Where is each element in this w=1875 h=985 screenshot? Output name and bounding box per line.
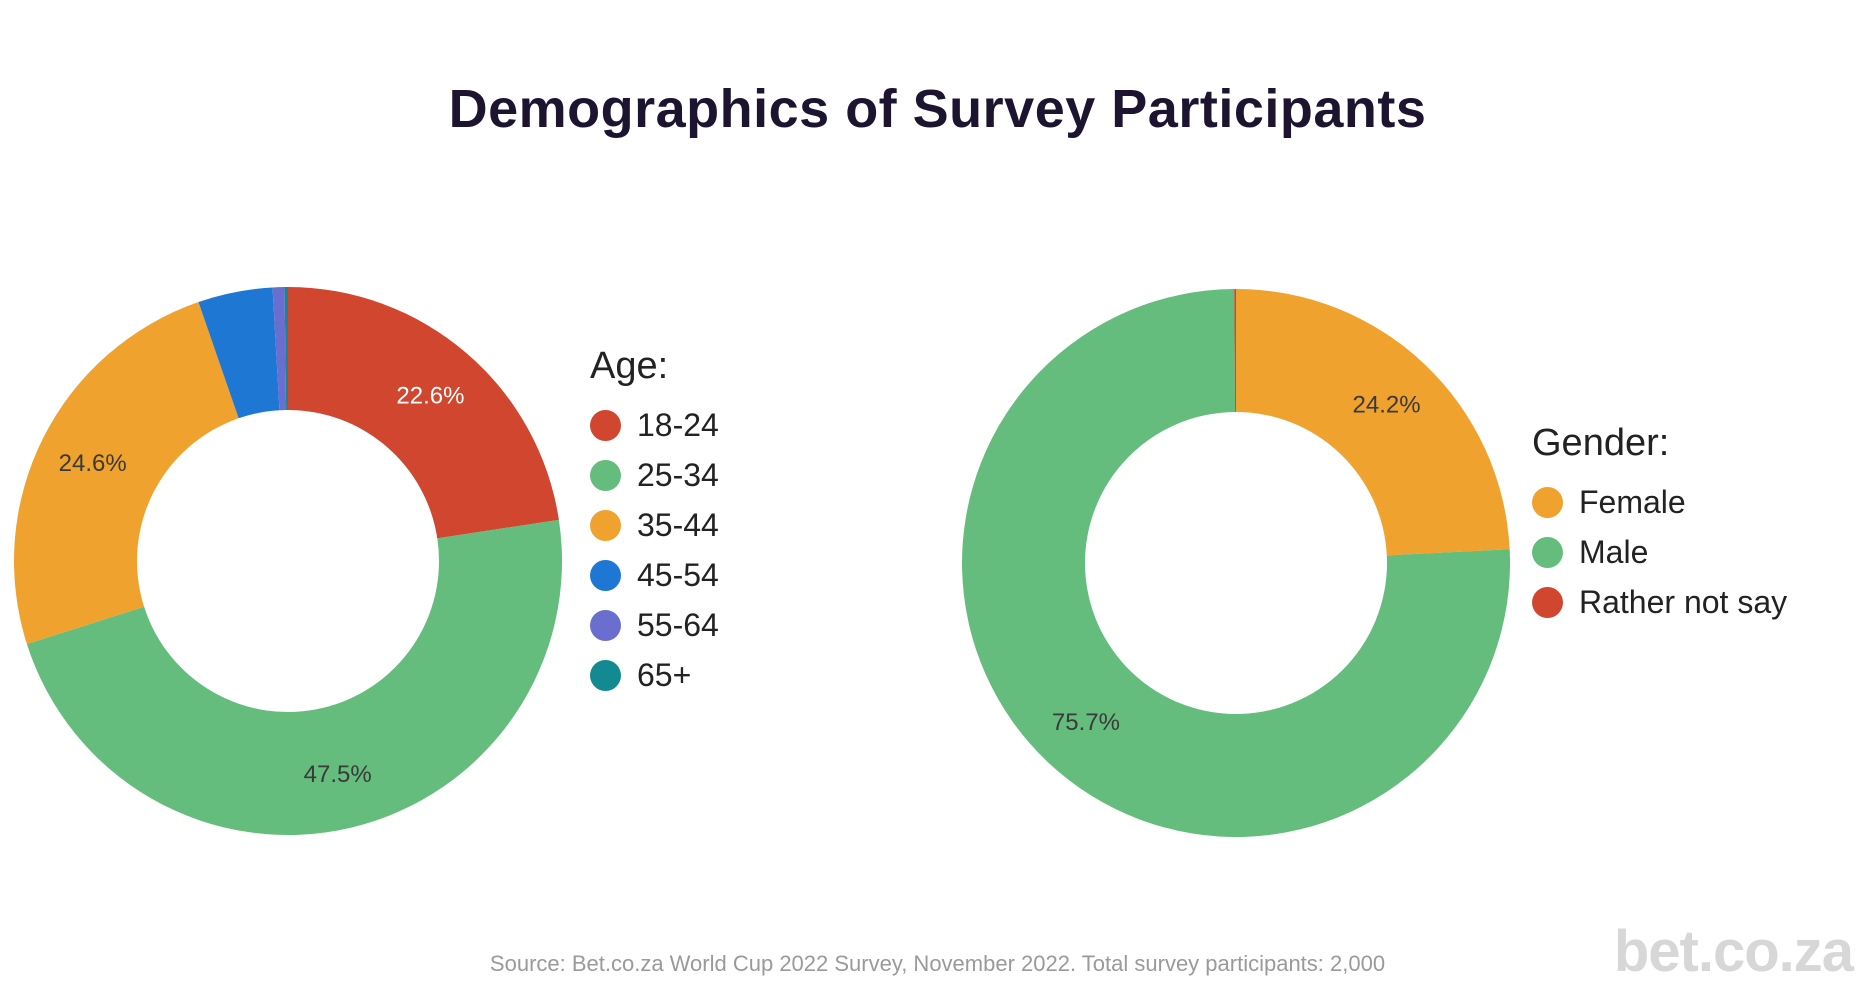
chart-title: Demographics of Survey Participants <box>448 79 1427 139</box>
age-value-label: 22.6% <box>396 382 464 409</box>
age-legend-item: 45-54 <box>590 550 719 600</box>
age-legend-item: 35-44 <box>590 500 719 550</box>
gender-slice-female <box>1236 289 1510 556</box>
age-legend-swatch <box>590 459 621 491</box>
gender-legend-label: Male <box>1579 533 1649 570</box>
age-legend-label: 25-34 <box>637 456 719 493</box>
age-legend-swatch <box>590 509 621 541</box>
gender-legend-item: Male <box>1532 527 1787 577</box>
gender-legend: Gender: Female Male Rather not say <box>1532 422 1787 627</box>
age-slice-35-44 <box>13 302 239 645</box>
age-legend-label: 45-54 <box>637 556 719 593</box>
gender-legend-swatch <box>1532 586 1563 618</box>
age-value-label: 24.6% <box>59 450 127 477</box>
gender-legend-label: Rather not say <box>1579 583 1788 620</box>
age-legend-item: 18-24 <box>590 400 719 450</box>
gender-value-label: 24.2% <box>1353 392 1421 419</box>
age-legend-item: 25-34 <box>590 450 719 500</box>
gender-legend-swatch <box>1532 536 1563 568</box>
age-legend-label: 18-24 <box>637 406 719 443</box>
age-legend-label: 35-44 <box>637 506 719 543</box>
age-legend-label: 55-64 <box>637 606 719 643</box>
brand-logo: bet.co.za <box>1613 919 1854 984</box>
gender-legend-label: Female <box>1579 483 1686 520</box>
age-slice-18-24 <box>288 287 559 539</box>
gender-legend-title: Gender: <box>1532 422 1670 464</box>
age-legend-item: 65+ <box>590 650 719 700</box>
age-legend-swatch <box>590 409 621 441</box>
age-legend-label: 65+ <box>637 656 692 693</box>
age-slice-55-64 <box>272 287 287 411</box>
age-slice-25-34 <box>26 519 562 835</box>
age-value-label: 47.5% <box>304 761 372 788</box>
gender-value-label: 75.7% <box>1052 709 1120 736</box>
gender-legend-item: Female <box>1532 477 1787 527</box>
gender-legend-swatch <box>1532 486 1563 518</box>
age-legend-swatch <box>590 659 621 691</box>
age-legend-swatch <box>590 559 621 591</box>
gender-slice-rather-not-say <box>1234 289 1236 413</box>
gender-legend-item: Rather not say <box>1532 577 1787 627</box>
gender-slice-male <box>962 289 1510 838</box>
age-slice-45-54 <box>198 287 280 419</box>
age-legend: Age: 18-24 25-34 35-44 45-54 55-64 65+ <box>590 345 719 700</box>
age-legend-item: 55-64 <box>590 600 719 650</box>
age-legend-swatch <box>590 609 621 641</box>
source-note: Source: Bet.co.za World Cup 2022 Survey,… <box>489 951 1386 976</box>
age-legend-title: Age: <box>590 345 669 387</box>
age-slice-65- <box>284 287 288 411</box>
